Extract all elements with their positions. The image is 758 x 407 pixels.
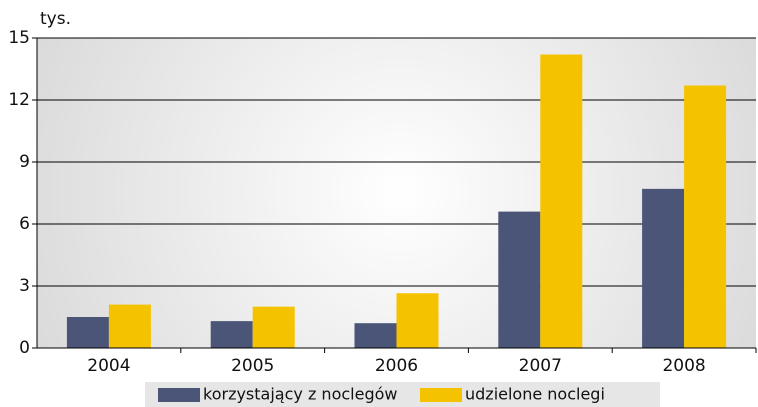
y-tick-label: 9: [19, 152, 30, 172]
legend-swatch: [420, 388, 462, 402]
bar: [498, 211, 541, 348]
y-tick-label: 0: [19, 338, 30, 358]
bar: [396, 293, 439, 348]
legend-label: korzystający z noclegów: [203, 385, 397, 404]
y-axis-label: tys.: [40, 9, 71, 29]
x-tick-label: 2007: [519, 356, 562, 376]
bar: [540, 54, 583, 349]
x-tick-label: 2008: [662, 356, 705, 376]
bar: [210, 321, 253, 348]
y-tick-label: 3: [19, 276, 30, 296]
bar: [252, 306, 295, 348]
legend-swatch: [158, 388, 200, 402]
bar: [354, 323, 397, 348]
legend-background: [145, 382, 660, 407]
y-tick-label: 12: [8, 90, 30, 110]
x-tick-label: 2006: [375, 356, 418, 376]
bar: [66, 317, 109, 348]
bar: [108, 304, 151, 348]
x-tick-label: 2005: [231, 356, 274, 376]
bar: [684, 85, 727, 349]
x-tick-label: 2004: [87, 356, 130, 376]
y-tick-label: 6: [19, 214, 30, 234]
legend-label: udzielone noclegi: [465, 385, 605, 404]
y-tick-label: 15: [8, 28, 30, 48]
bar: [642, 188, 685, 348]
